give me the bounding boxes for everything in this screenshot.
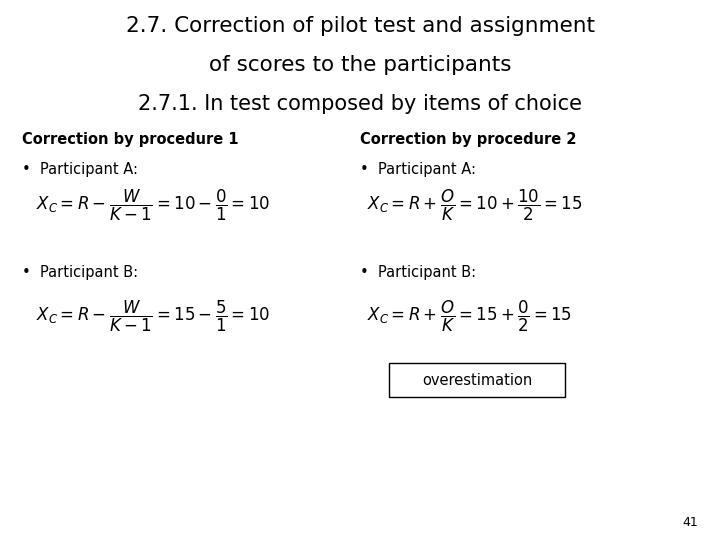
Text: $X_C = R + \dfrac{O}{K} = 10 + \dfrac{10}{2} = 15$: $X_C = R + \dfrac{O}{K} = 10 + \dfrac{10… [367,187,582,223]
Text: overestimation: overestimation [422,373,532,388]
Text: 2.7.1. In test composed by items of choice: 2.7.1. In test composed by items of choi… [138,94,582,114]
Text: Correction by procedure 1: Correction by procedure 1 [22,132,238,147]
Text: •  Participant B:: • Participant B: [360,265,476,280]
Text: $X_C = R - \dfrac{W}{K-1} = 10 - \dfrac{0}{1} = 10$: $X_C = R - \dfrac{W}{K-1} = 10 - \dfrac{… [36,187,270,223]
Text: $X_C = R + \dfrac{O}{K} = 15 + \dfrac{0}{2} = 15$: $X_C = R + \dfrac{O}{K} = 15 + \dfrac{0}… [367,298,572,334]
Text: $X_C = R - \dfrac{W}{K-1} = 15 - \dfrac{5}{1} = 10$: $X_C = R - \dfrac{W}{K-1} = 15 - \dfrac{… [36,298,270,334]
Text: •  Participant B:: • Participant B: [22,265,138,280]
Text: Correction by procedure 2: Correction by procedure 2 [360,132,577,147]
Text: •  Participant A:: • Participant A: [22,162,138,177]
Text: 41: 41 [683,516,698,529]
Text: of scores to the participants: of scores to the participants [209,55,511,75]
Text: 2.7. Correction of pilot test and assignment: 2.7. Correction of pilot test and assign… [125,16,595,36]
FancyBboxPatch shape [389,363,565,397]
Text: •  Participant A:: • Participant A: [360,162,476,177]
